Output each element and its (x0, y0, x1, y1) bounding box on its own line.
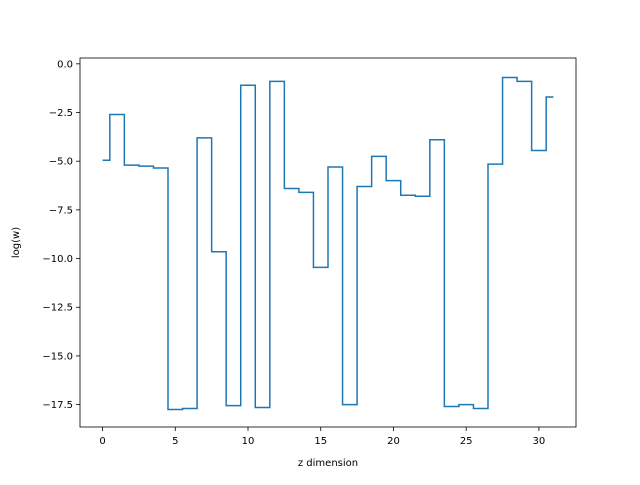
y-tick-label: 0.0 (57, 59, 73, 70)
x-tick-label: 15 (314, 436, 327, 447)
series-line (102, 76, 554, 411)
x-axis-label: z dimension (298, 458, 358, 469)
y-tick-label: −12.5 (42, 303, 73, 314)
x-tick-label: 30 (533, 436, 546, 447)
axes-frame (79, 57, 577, 428)
y-tick-label: −2.5 (49, 108, 73, 119)
y-tick-label: −15.0 (42, 351, 73, 362)
y-axis-ticks: 0.0 −2.5 −5.0 −7.5 −10.0 −12.5 −15.0 −17.5 (42, 59, 80, 411)
x-tick-label: 25 (460, 436, 473, 447)
y-tick-label: −10.0 (42, 254, 73, 265)
x-tick-label: 20 (387, 436, 400, 447)
x-tick-label: 0 (99, 436, 105, 447)
x-tick-label: 5 (172, 436, 178, 447)
x-axis-ticks: 0 5 10 15 20 25 30 (99, 427, 545, 447)
y-tick-label: −17.5 (42, 400, 73, 411)
plot-area (102, 76, 554, 411)
x-tick-label: 10 (242, 436, 255, 447)
y-tick-label: −7.5 (49, 205, 73, 216)
y-axis-label: log(w) (11, 227, 22, 258)
y-tick-label: −5.0 (49, 157, 73, 168)
